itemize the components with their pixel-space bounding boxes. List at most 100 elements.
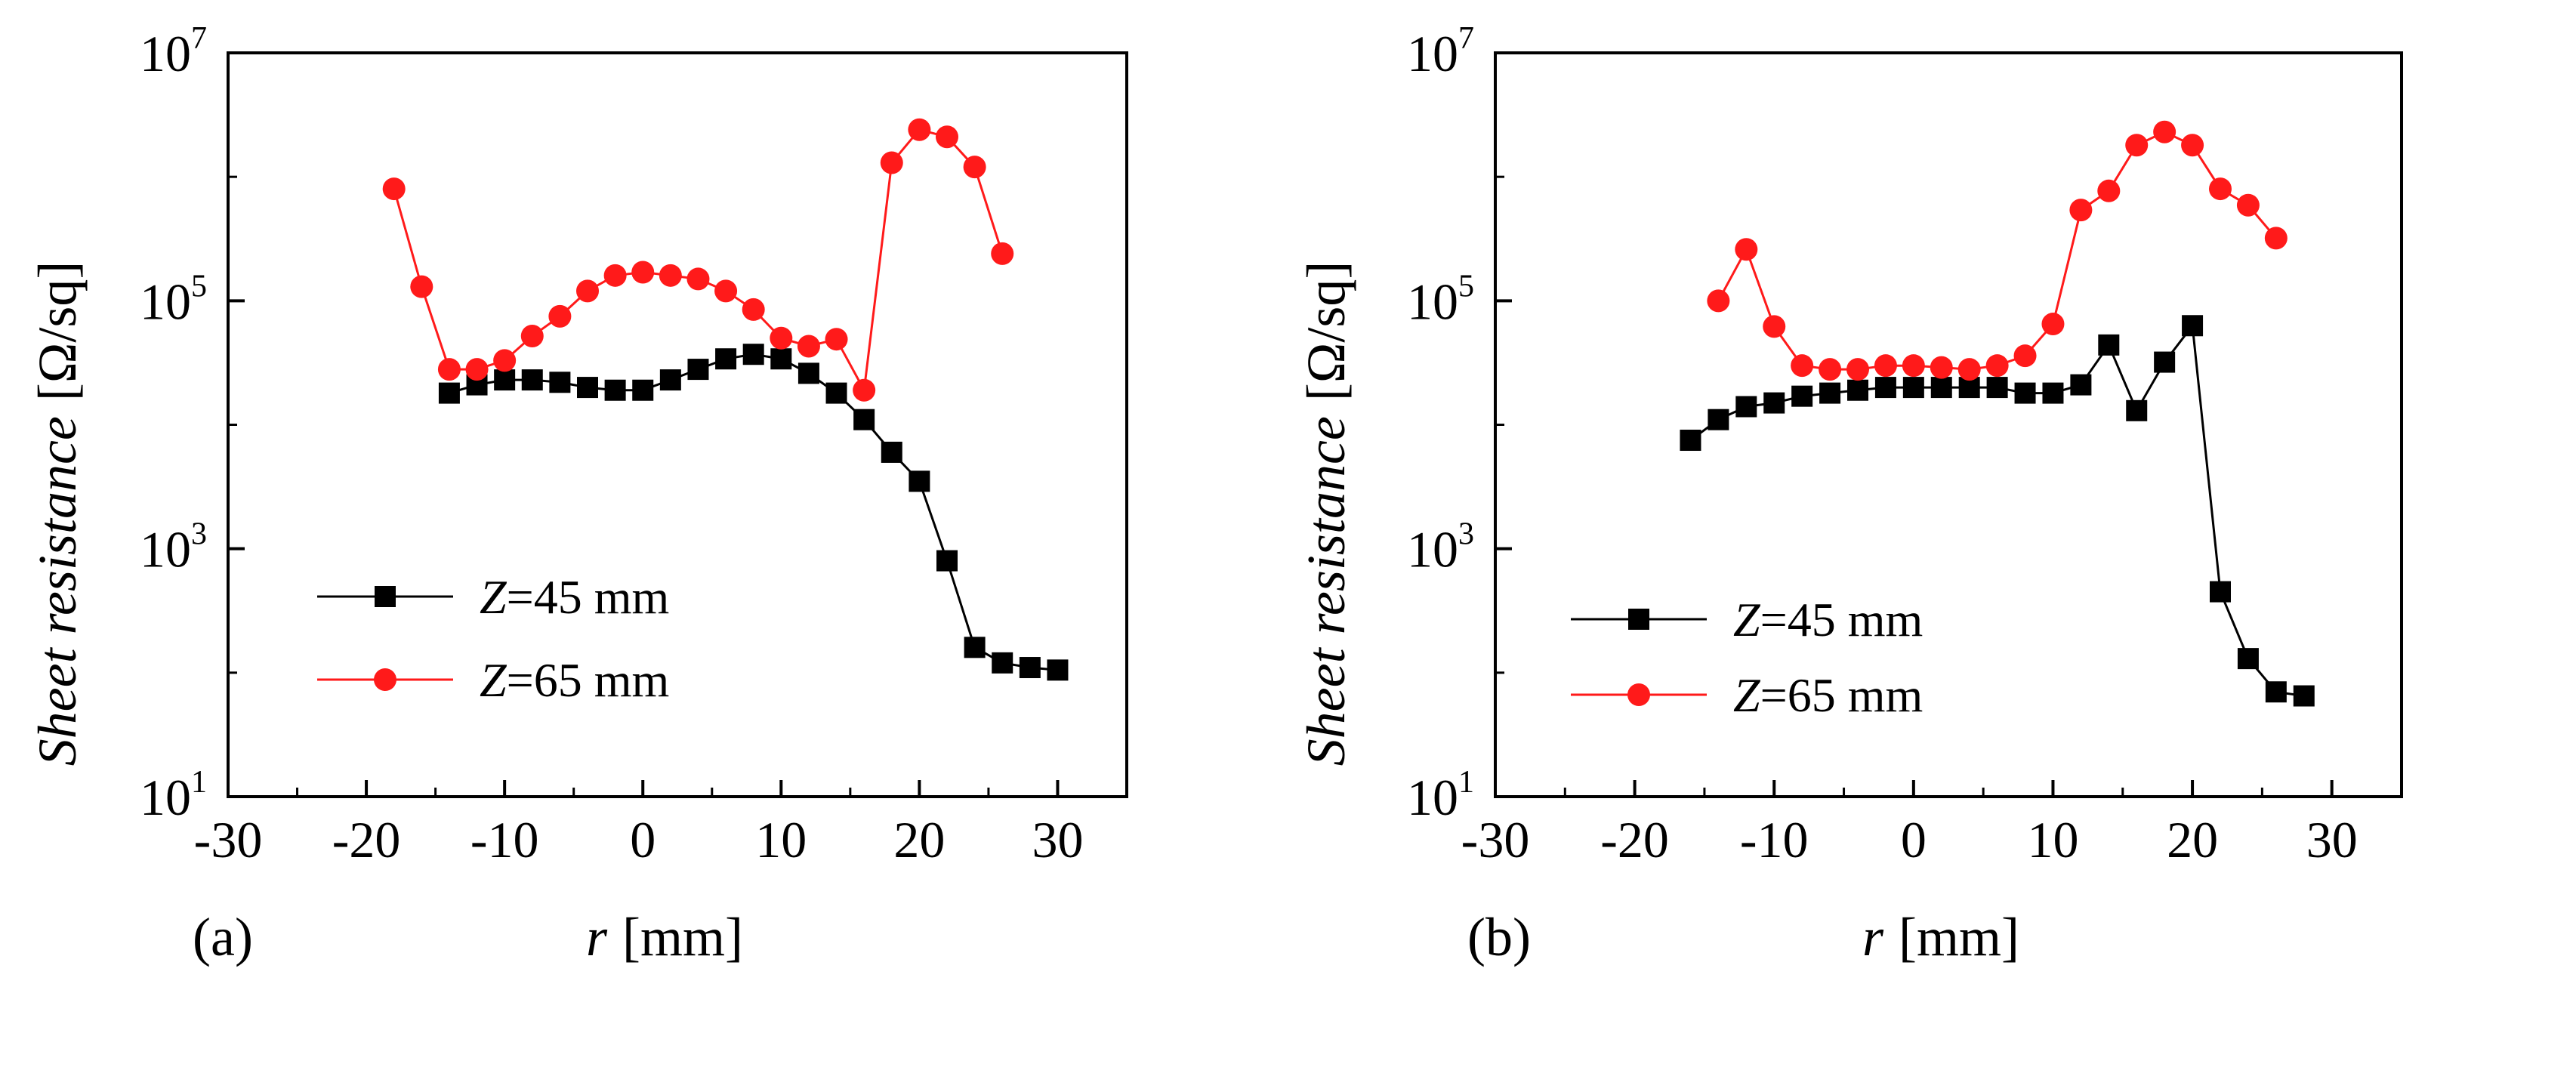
data-point [382, 177, 406, 201]
data-point [1846, 358, 1869, 381]
data-point [2097, 179, 2121, 202]
data-point [991, 242, 1014, 265]
data-point [686, 267, 710, 291]
data-point [964, 637, 986, 658]
x-ticks-b: -30 -20 -10 0 10 20 30 [1461, 780, 2358, 868]
data-point [659, 369, 681, 391]
data-point [742, 344, 764, 365]
data-point [742, 298, 765, 321]
legend-variable: Z [480, 570, 507, 624]
data-point [604, 379, 626, 401]
x-tick-label: 10 [2027, 811, 2078, 868]
series-z65-a [382, 118, 1014, 402]
y-axis-unit-a: [Ω/sq] [27, 261, 88, 401]
data-point [1874, 377, 1896, 399]
data-point [2181, 134, 2204, 157]
data-point [2069, 199, 2093, 222]
data-point [437, 358, 461, 381]
data-point [2041, 313, 2065, 336]
y-tick-base: 10 [140, 521, 191, 578]
y-axis-label-b: Sheet resistance [Ω/sq] [1296, 261, 1356, 766]
legend-marker [374, 668, 396, 691]
data-point [715, 348, 737, 370]
panel-label-a: (a) [193, 907, 253, 967]
data-point [2210, 581, 2231, 603]
data-point [631, 261, 655, 284]
data-point [825, 382, 847, 404]
data-point [2293, 685, 2315, 707]
y-tick-label: 103 [1407, 517, 1474, 578]
legend-variable: Z [480, 653, 507, 707]
x-axis-label-b: r [mm] [1862, 907, 2019, 967]
data-point [577, 377, 598, 399]
x-tick-label: 30 [2306, 811, 2358, 868]
data-point [1735, 238, 1758, 261]
data-point [2042, 382, 2064, 404]
y-axis-label-a: Sheet resistance [Ω/sq] [27, 261, 88, 766]
y-tick-label: 103 [140, 517, 207, 578]
data-point [2153, 120, 2176, 143]
data-point [770, 348, 792, 370]
data-point [1791, 354, 1814, 378]
data-point [494, 369, 516, 391]
x-tick-label: 10 [755, 811, 807, 868]
x-tick-label: -10 [1740, 811, 1809, 868]
data-point [1986, 377, 2008, 399]
data-point [2126, 399, 2148, 421]
x-tick-label: 20 [893, 811, 945, 868]
y-tick-exponent: 7 [191, 21, 207, 56]
legend-label: Z=65 mm [480, 653, 669, 707]
y-tick-label: 101 [1407, 765, 1474, 826]
x-tick-label: 20 [2167, 811, 2218, 868]
y-tick-base: 10 [140, 25, 191, 82]
legend-a: Z=45 mmZ=65 mm [317, 570, 669, 707]
legend-marker [375, 586, 396, 607]
data-point [632, 379, 654, 401]
data-point [963, 156, 986, 179]
data-point [1985, 354, 2009, 378]
data-point [853, 409, 875, 430]
x-tick-label: -20 [332, 811, 401, 868]
x-tick-label: 0 [1901, 811, 1927, 868]
y-tick-exponent: 3 [191, 517, 207, 552]
x-tick-label: -30 [194, 811, 263, 868]
data-point [770, 326, 793, 350]
data-point [1047, 659, 1069, 681]
y-tick-base: 10 [1407, 521, 1458, 578]
y-tick-exponent: 7 [1458, 21, 1474, 56]
legend-variable: Z [1733, 593, 1761, 646]
data-point [2236, 193, 2260, 217]
data-point [1847, 379, 1868, 401]
data-point [603, 264, 627, 287]
y-tick-base: 10 [1407, 769, 1458, 826]
panel-a: Sheet resistance[Ω/sq] -30 -20 -10 0 10 20 30 … [27, 21, 1128, 967]
y-tick-base: 10 [140, 769, 191, 826]
data-point [1707, 289, 1730, 313]
data-point [521, 369, 543, 391]
data-point [908, 118, 931, 141]
y-tick-exponent: 5 [191, 269, 207, 304]
data-point [1763, 315, 1786, 338]
data-point [1680, 430, 1701, 452]
y-tick-label: 105 [140, 269, 207, 330]
data-point [1957, 358, 1981, 381]
data-point [659, 264, 682, 287]
y-tick-label: 107 [1407, 21, 1474, 82]
y-axis-title-text-b: Sheet resistance [1296, 416, 1356, 766]
data-point [548, 304, 572, 328]
data-point [493, 349, 517, 372]
y-axis-title-text-a: Sheet resistance [27, 416, 88, 766]
data-point [825, 328, 848, 351]
data-point [936, 125, 958, 149]
data-point [2154, 351, 2176, 373]
series-z45-b [1680, 315, 2315, 707]
series-z45-a [438, 344, 1069, 681]
data-point [909, 470, 930, 492]
data-point [1019, 657, 1041, 679]
data-point [2125, 134, 2149, 157]
x-tick-label: -20 [1600, 811, 1669, 868]
y-tick-exponent: 1 [1458, 765, 1474, 800]
legend-b: Z=45 mmZ=65 mm [1571, 593, 1923, 722]
